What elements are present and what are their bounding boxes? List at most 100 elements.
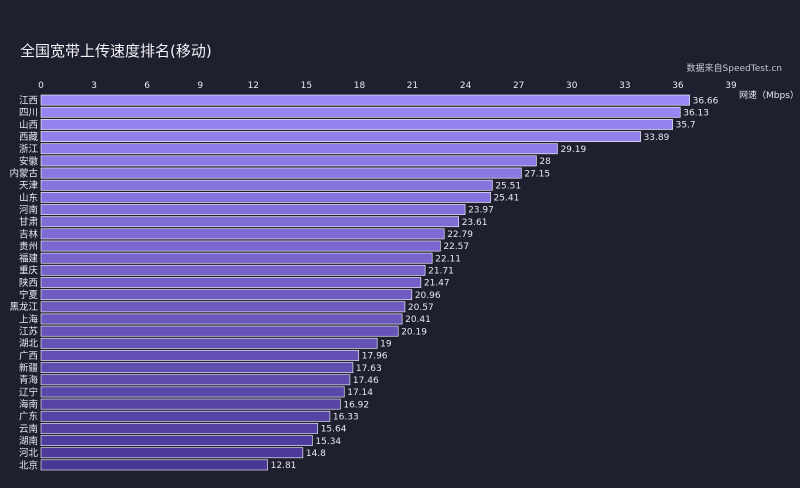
bar-value-label: 27.15 (524, 169, 550, 179)
category-label: 青海 (19, 374, 39, 386)
bar (40, 362, 354, 374)
category-label: 山东 (19, 192, 38, 204)
bar-value-label: 14.8 (306, 449, 326, 459)
category-label: 浙江 (19, 143, 39, 155)
category-label: 宁夏 (19, 289, 39, 301)
bar-value-label: 20.96 (415, 291, 441, 301)
category-label: 西藏 (19, 131, 39, 143)
bar-value-label: 29.19 (560, 145, 586, 155)
category-label: 江西 (19, 96, 38, 107)
category-label: 湖南 (19, 435, 38, 447)
category-labels: 江西四川山西西藏浙江安徽内蒙古天津山东河南甘肃吉林贵州福建重庆陕西宁夏黑龙江上海… (9, 96, 38, 472)
x-tick-label: 36 (672, 81, 684, 91)
category-label: 四川 (19, 108, 38, 119)
bar (40, 155, 537, 167)
bar (40, 423, 319, 434)
bar (40, 143, 558, 155)
bar-value-label: 23.61 (462, 218, 488, 228)
bar (40, 264, 426, 276)
bar (40, 216, 460, 228)
category-label: 福建 (19, 253, 39, 265)
bar-value-label: 20.41 (405, 315, 431, 325)
bar-value-label: 17.46 (353, 376, 379, 386)
bar (40, 191, 491, 203)
category-label: 黑龙江 (9, 301, 38, 313)
bar (40, 435, 313, 446)
category-label: 海南 (19, 399, 38, 411)
bar-value-label: 36.13 (683, 108, 709, 118)
category-label: 山西 (19, 120, 38, 131)
bar (40, 228, 445, 240)
x-tick-label: 0 (38, 81, 44, 91)
x-tick-label: 33 (619, 81, 630, 91)
bar (40, 386, 345, 398)
bar-value-label: 20.19 (401, 327, 427, 337)
category-label: 贵州 (19, 240, 38, 252)
bar-value-label: 22.79 (447, 230, 473, 240)
x-axis: 0 3 6 9 12 15 18 21 24 27 30 33 36 39 (38, 81, 737, 91)
bar-value-label: 36.66 (693, 96, 719, 106)
x-tick-label: 12 (248, 81, 259, 91)
x-tick-label: 18 (354, 81, 366, 91)
bar (40, 398, 341, 410)
x-tick-label: 30 (566, 81, 578, 91)
bar (40, 337, 378, 349)
bar-value-label: 22.57 (443, 242, 469, 252)
bar-value-label: 23.97 (468, 206, 494, 216)
bar (40, 252, 433, 264)
category-label: 云南 (19, 423, 38, 435)
category-label: 重庆 (19, 265, 39, 277)
category-label: 广东 (19, 411, 38, 423)
x-tick-label: 3 (91, 81, 97, 91)
bar (40, 410, 331, 422)
bar-value-label: 17.96 (362, 352, 388, 362)
bar (40, 459, 268, 471)
bar (40, 131, 641, 142)
category-label: 安徽 (19, 155, 39, 167)
bar-value-label: 17.63 (356, 364, 382, 374)
category-label: 吉林 (19, 228, 39, 240)
bar (40, 325, 399, 337)
bar-value-label: 28 (539, 157, 551, 167)
chart-title: 全国宽带上传速度排名(移动) (20, 42, 212, 60)
bar (40, 94, 690, 106)
category-label: 天津 (19, 181, 39, 192)
category-label: 新疆 (19, 362, 39, 374)
category-label: 河北 (19, 447, 39, 459)
category-label: 内蒙古 (9, 167, 38, 179)
bar-value-label: 17.14 (347, 388, 373, 398)
bar (40, 240, 441, 252)
bar (40, 374, 351, 386)
data-source-note: 数据来自SpeedTest.cn (686, 64, 782, 74)
bar-value-label: 21.47 (424, 279, 450, 289)
x-tick-label: 24 (460, 81, 472, 91)
bar-value-label: 35.7 (676, 121, 696, 131)
bar-value-label: 33.89 (644, 133, 670, 143)
bar (40, 106, 681, 118)
bar-value-label: 15.34 (315, 437, 341, 447)
x-axis-label: 网速（Mbps） (739, 90, 799, 101)
x-tick-label: 21 (407, 81, 418, 91)
bar (40, 289, 413, 301)
bar-value-label: 25.51 (495, 181, 521, 191)
bar-value-label: 15.64 (321, 425, 347, 435)
bar (40, 204, 466, 215)
bar (40, 313, 403, 325)
category-label: 广西 (19, 350, 38, 362)
bar (40, 179, 493, 191)
bar (40, 447, 304, 459)
bar-value-label: 12.81 (271, 461, 297, 471)
bar-value-label: 20.57 (408, 303, 434, 313)
bar-value-label: 25.41 (494, 194, 520, 204)
x-tick-label: 9 (197, 81, 203, 91)
category-label: 河南 (19, 204, 38, 216)
x-tick-label: 15 (301, 81, 312, 91)
bar-value-label: 21.71 (428, 267, 454, 277)
bar-value-label: 19 (380, 340, 392, 350)
bar (40, 350, 360, 361)
category-label: 上海 (19, 313, 39, 325)
bar (40, 167, 522, 179)
bar (40, 301, 406, 313)
category-label: 湖北 (19, 339, 39, 350)
